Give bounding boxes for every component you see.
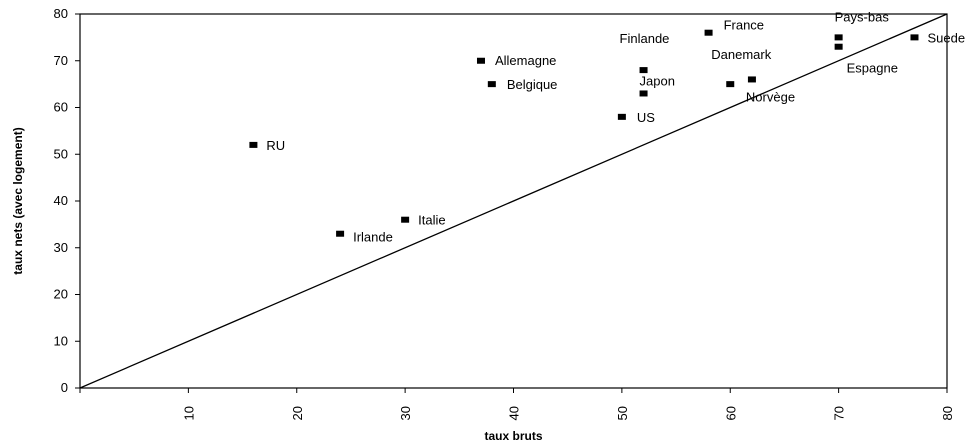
data-point [704, 29, 713, 36]
data-point [910, 34, 919, 41]
x-tick-label: 40 [507, 406, 522, 420]
x-tick-label: 20 [290, 406, 305, 420]
data-point [726, 81, 735, 88]
data-label: France [724, 18, 764, 33]
data-label: Danemark [711, 47, 771, 62]
y-tick-label: 0 [61, 380, 68, 395]
data-label: RU [266, 138, 285, 153]
y-tick-label: 30 [54, 240, 68, 255]
data-point [639, 67, 648, 74]
data-point [834, 43, 843, 50]
data-point [747, 76, 756, 83]
y-tick-label: 80 [54, 6, 68, 21]
data-label: Suede [927, 30, 965, 45]
y-tick-label: 10 [54, 333, 68, 348]
y-tick-label: 70 [54, 53, 68, 68]
x-tick-label: 80 [940, 406, 955, 420]
data-point [639, 90, 648, 97]
y-tick-label: 50 [54, 146, 68, 161]
data-label: Irlande [353, 230, 393, 245]
x-tick-label: 50 [615, 406, 630, 420]
data-label: Norvège [746, 89, 795, 104]
x-tick-label: 10 [181, 406, 196, 420]
y-axis-title: taux nets (avec logement) [11, 127, 25, 274]
data-label: Pays-bas [835, 9, 890, 24]
data-label: Finlande [620, 31, 670, 46]
data-label: Belgique [507, 77, 558, 92]
data-label: US [637, 110, 655, 125]
data-point [834, 34, 843, 41]
data-point [249, 141, 258, 148]
data-point [487, 81, 496, 88]
x-tick-label: 70 [832, 406, 847, 420]
data-label: Espagne [847, 61, 898, 76]
x-tick-label: 60 [723, 406, 738, 420]
data-point [401, 216, 410, 223]
x-tick-label: 30 [398, 406, 413, 420]
data-label: Italie [418, 213, 445, 228]
data-point [617, 113, 626, 120]
data-point [336, 230, 345, 237]
data-label: Allemagne [495, 53, 556, 68]
data-label: Japon [640, 73, 675, 88]
y-tick-label: 60 [54, 100, 68, 115]
data-point [476, 57, 485, 64]
x-axis-title: taux bruts [484, 429, 542, 443]
y-tick-label: 20 [54, 287, 68, 302]
y-tick-label: 40 [54, 193, 68, 208]
reference-line [79, 13, 948, 389]
